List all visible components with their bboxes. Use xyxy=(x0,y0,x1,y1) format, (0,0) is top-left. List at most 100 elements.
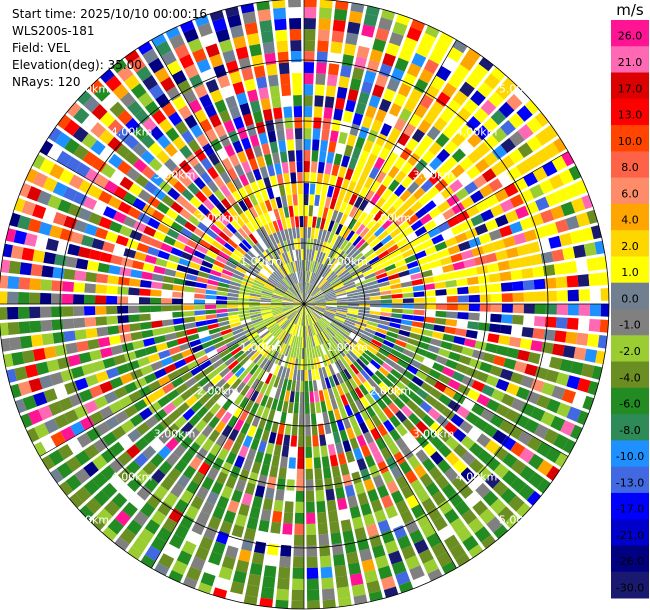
velocity-gate xyxy=(138,385,152,398)
velocity-gate xyxy=(398,581,414,594)
velocity-gate xyxy=(321,316,331,325)
velocity-gate xyxy=(336,346,346,357)
velocity-gate xyxy=(312,335,318,347)
velocity-gate xyxy=(407,152,421,167)
velocity-gate xyxy=(117,467,133,483)
velocity-gate xyxy=(310,161,318,173)
velocity-gate xyxy=(436,551,453,568)
velocity-gate xyxy=(528,453,544,470)
velocity-gate xyxy=(440,186,455,200)
velocity-gate xyxy=(521,267,534,279)
velocity-gate xyxy=(371,401,382,414)
velocity-gate xyxy=(108,153,123,169)
velocity-gate xyxy=(168,409,182,422)
velocity-gate xyxy=(497,506,514,523)
velocity-gate xyxy=(95,306,107,315)
velocity-gate xyxy=(188,215,201,227)
velocity-gate xyxy=(463,338,477,348)
velocity-gate xyxy=(262,237,271,249)
velocity-gate xyxy=(240,284,252,290)
velocity-gate xyxy=(261,293,272,298)
velocity-gate xyxy=(319,280,329,290)
velocity-gate xyxy=(246,448,257,461)
velocity-gate xyxy=(267,409,276,421)
velocity-gate xyxy=(239,259,251,269)
velocity-gate xyxy=(316,217,322,229)
velocity-gate xyxy=(398,47,414,62)
velocity-gate xyxy=(74,377,89,391)
velocity-gate xyxy=(300,304,304,315)
velocity-gate xyxy=(394,380,407,392)
velocity-gate xyxy=(363,431,374,444)
velocity-gate xyxy=(275,196,283,209)
velocity-gate xyxy=(41,455,55,471)
velocity-gate xyxy=(137,189,152,203)
velocity-gate xyxy=(278,207,285,219)
velocity-gate xyxy=(534,148,551,164)
velocity-gate xyxy=(308,283,314,295)
velocity-gate xyxy=(408,266,421,275)
velocity-gate xyxy=(215,28,230,43)
velocity-gate xyxy=(361,559,376,573)
velocity-gate xyxy=(363,513,376,527)
velocity-gate xyxy=(475,199,490,213)
velocity-gate xyxy=(347,295,359,299)
velocity-gate xyxy=(311,150,319,162)
velocity-gate xyxy=(297,336,301,348)
velocity-gate xyxy=(239,356,250,367)
velocity-gate xyxy=(451,224,464,236)
velocity-gate xyxy=(262,286,274,293)
velocity-gate xyxy=(395,571,411,586)
velocity-gate xyxy=(474,417,489,432)
velocity-gate xyxy=(446,311,458,319)
velocity-gate xyxy=(490,109,507,126)
velocity-gate xyxy=(334,286,345,292)
velocity-gate xyxy=(123,192,137,205)
velocity-gate xyxy=(93,437,109,453)
velocity-gate xyxy=(308,271,313,283)
velocity-gate xyxy=(299,391,304,403)
velocity-gate xyxy=(382,52,396,67)
velocity-gate xyxy=(172,291,184,298)
velocity-gate xyxy=(268,247,276,258)
velocity-gate xyxy=(565,331,578,345)
velocity-gate xyxy=(378,17,393,32)
velocity-gate xyxy=(276,129,285,141)
velocity-gate xyxy=(347,336,358,345)
velocity-gate xyxy=(375,437,387,451)
velocity-gate xyxy=(477,449,493,464)
velocity-gate xyxy=(291,600,304,609)
velocity-gate xyxy=(84,444,100,460)
velocity-gate xyxy=(423,110,438,125)
velocity-gate xyxy=(260,309,272,314)
velocity-gate xyxy=(452,428,467,443)
velocity-gate xyxy=(415,347,428,357)
velocity-gate xyxy=(534,304,546,315)
velocity-gate xyxy=(151,33,167,47)
velocity-gate xyxy=(311,324,316,336)
velocity-gate xyxy=(411,244,424,254)
velocity-gate xyxy=(109,101,126,118)
velocity-gate xyxy=(139,297,151,304)
velocity-gate xyxy=(438,373,451,385)
velocity-gate xyxy=(255,242,265,253)
velocity-gate xyxy=(88,249,102,261)
velocity-gate xyxy=(95,421,111,436)
velocity-gate xyxy=(372,241,384,252)
velocity-gate xyxy=(157,250,170,260)
velocity-gate xyxy=(219,277,231,285)
velocity-gate xyxy=(17,215,32,230)
velocity-gate xyxy=(227,304,239,308)
velocity-gate xyxy=(275,489,285,501)
velocity-gate xyxy=(145,415,159,429)
velocity-gate xyxy=(196,58,211,73)
velocity-gate xyxy=(309,272,314,283)
velocity-gate xyxy=(292,194,298,206)
velocity-gate xyxy=(485,456,501,472)
velocity-gate xyxy=(265,119,275,132)
velocity-gate xyxy=(454,269,467,279)
velocity-gate xyxy=(429,259,442,269)
velocity-gate xyxy=(543,428,559,445)
velocity-gate xyxy=(305,457,313,469)
velocity-gate xyxy=(188,99,203,114)
